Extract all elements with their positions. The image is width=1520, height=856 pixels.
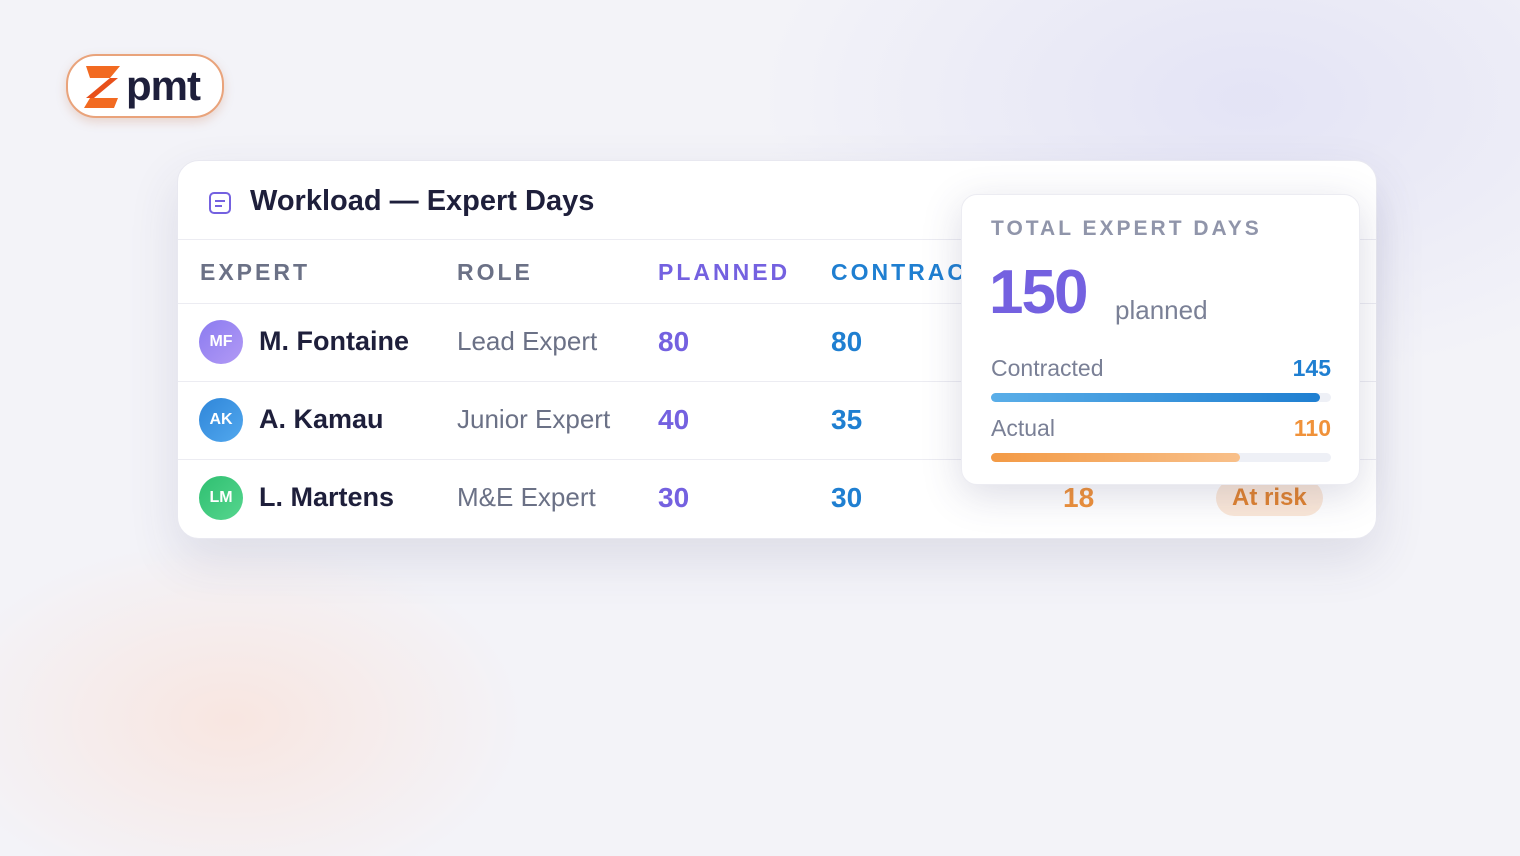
role: M&E Expert [457,482,596,512]
expert-name: A. Kamau [259,404,384,434]
role: Lead Expert [457,326,598,356]
avatar: LM [199,476,243,520]
contracted: 35 [831,404,863,435]
actual: 18 [1063,482,1095,513]
actual-bar [991,453,1241,462]
summary-card: TOTAL EXPERT DAYS 150 planned Contracted… [961,194,1360,485]
column-header: PLANNED [658,259,791,285]
divider [178,459,1376,460]
bar-track [991,393,1331,402]
actual-label: Actual [991,415,1055,441]
contracted: 80 [831,326,863,357]
expert-name: M. Fontaine [259,326,409,356]
logo-text: pmt [126,62,201,109]
divider [178,381,1376,382]
panel-icon [209,192,231,214]
planned: 40 [658,404,690,435]
logo[interactable]: pmt [66,54,224,118]
total-unit: planned [1115,295,1208,325]
bar-track [991,453,1331,462]
logo-icon [84,66,120,108]
divider [178,303,1376,304]
avatar: MF [199,320,243,364]
status-badge: At risk [1216,480,1323,516]
actual-value: 110 [1293,415,1331,441]
divider [178,239,1376,240]
column-header: EXPERT [200,259,311,285]
planned: 30 [658,482,690,513]
contracted-bar [991,393,1320,402]
column-header: ROLE [457,259,533,285]
contracted-label: Contracted [991,355,1104,381]
avatar: AK [199,398,243,442]
contracted-value: 145 [1292,355,1331,381]
role: Junior Expert [457,404,611,434]
panel-title: Workload — Expert Days [250,185,595,217]
contracted: 30 [831,482,863,513]
planned: 80 [658,326,690,357]
expert-name: L. Martens [259,482,395,512]
summary-title: TOTAL EXPERT DAYS [991,217,1262,240]
total-value: 150 [989,258,1088,327]
